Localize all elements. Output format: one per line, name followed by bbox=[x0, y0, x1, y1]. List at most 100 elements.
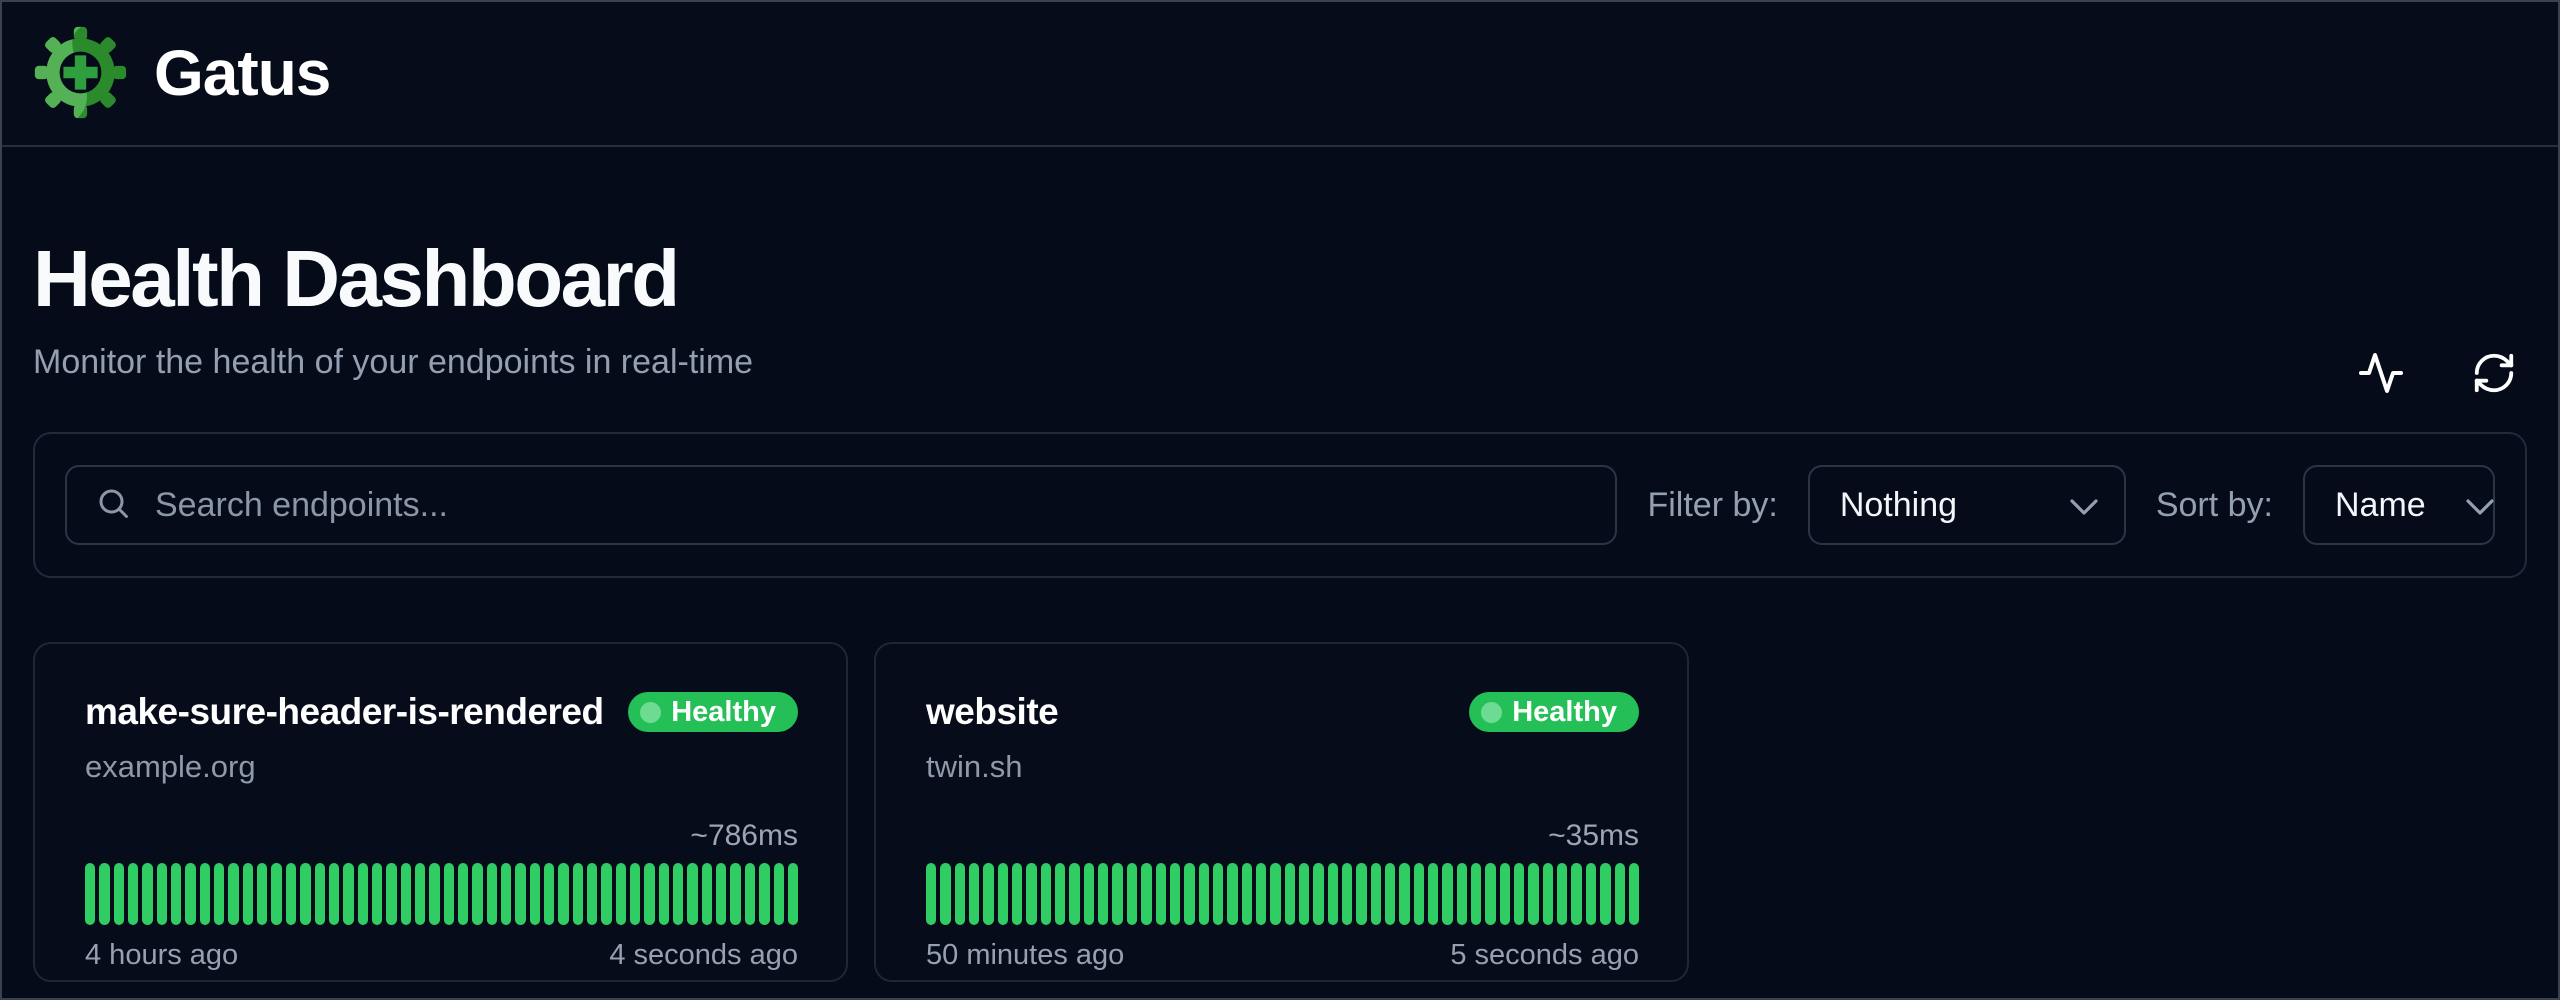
health-bar[interactable] bbox=[1184, 862, 1195, 925]
health-bar[interactable] bbox=[199, 862, 211, 925]
health-bar[interactable] bbox=[701, 862, 713, 925]
health-bar[interactable] bbox=[1571, 862, 1582, 925]
health-bar[interactable] bbox=[716, 862, 727, 925]
health-bar[interactable] bbox=[759, 862, 770, 925]
health-bar[interactable] bbox=[185, 862, 196, 925]
health-bar[interactable] bbox=[744, 862, 756, 925]
health-bar[interactable] bbox=[1098, 862, 1109, 925]
health-bar[interactable] bbox=[1385, 862, 1396, 925]
health-bar[interactable] bbox=[386, 862, 397, 925]
health-bar[interactable] bbox=[983, 862, 994, 925]
health-bar[interactable] bbox=[587, 862, 598, 925]
health-bar[interactable] bbox=[1557, 862, 1568, 925]
health-bar[interactable] bbox=[773, 862, 784, 925]
health-bar[interactable] bbox=[1083, 862, 1095, 925]
health-bar[interactable] bbox=[371, 862, 383, 925]
health-bar[interactable] bbox=[1485, 862, 1496, 925]
gatus-gear-logo-icon[interactable] bbox=[33, 25, 128, 120]
health-bar[interactable] bbox=[486, 862, 497, 925]
refresh-icon[interactable] bbox=[2471, 350, 2517, 396]
health-bar[interactable] bbox=[214, 862, 225, 925]
health-bar[interactable] bbox=[1169, 862, 1181, 925]
health-bar[interactable] bbox=[673, 862, 684, 925]
health-bar[interactable] bbox=[572, 862, 584, 925]
health-bar[interactable] bbox=[529, 862, 540, 925]
health-bar[interactable] bbox=[940, 862, 951, 925]
health-bar[interactable] bbox=[787, 862, 799, 925]
health-bar[interactable] bbox=[443, 862, 454, 925]
health-bar[interactable] bbox=[1055, 862, 1066, 925]
health-bar[interactable] bbox=[630, 862, 641, 925]
health-bar[interactable] bbox=[730, 862, 741, 925]
health-bar[interactable] bbox=[1442, 862, 1453, 925]
filter-dropdown[interactable]: Nothing bbox=[1807, 465, 2126, 545]
health-bar[interactable] bbox=[1370, 862, 1381, 925]
health-bar[interactable] bbox=[285, 862, 297, 925]
health-bar[interactable] bbox=[1542, 862, 1554, 925]
health-bar[interactable] bbox=[1112, 862, 1123, 925]
health-bar[interactable] bbox=[1040, 862, 1052, 925]
health-bar[interactable] bbox=[472, 862, 483, 925]
health-bar[interactable] bbox=[926, 862, 937, 925]
health-bar[interactable] bbox=[1298, 862, 1310, 925]
health-bar[interactable] bbox=[1471, 862, 1482, 925]
health-bar[interactable] bbox=[85, 862, 96, 925]
health-bar[interactable] bbox=[1026, 862, 1037, 925]
health-bar[interactable] bbox=[1126, 862, 1138, 925]
health-bar[interactable] bbox=[228, 862, 239, 925]
health-bar[interactable] bbox=[357, 862, 368, 925]
health-bar[interactable] bbox=[544, 862, 555, 925]
health-bar[interactable] bbox=[1628, 862, 1640, 925]
health-bar[interactable] bbox=[1600, 862, 1611, 925]
health-bar[interactable] bbox=[1212, 862, 1224, 925]
endpoint-card[interactable]: website twin.sh Healthy ~35ms 50 minutes… bbox=[874, 642, 1689, 982]
health-bar[interactable] bbox=[429, 862, 440, 925]
health-bar[interactable] bbox=[1514, 862, 1525, 925]
health-bar[interactable] bbox=[644, 862, 655, 925]
health-bar[interactable] bbox=[400, 862, 411, 925]
health-bar[interactable] bbox=[1528, 862, 1539, 925]
sort-dropdown[interactable]: Name bbox=[2303, 465, 2495, 545]
health-bar[interactable] bbox=[1227, 862, 1238, 925]
health-bar[interactable] bbox=[271, 862, 282, 925]
health-bar[interactable] bbox=[997, 862, 1009, 925]
health-bar[interactable] bbox=[314, 862, 325, 925]
health-bar[interactable] bbox=[1356, 862, 1367, 925]
health-bar[interactable] bbox=[1413, 862, 1425, 925]
health-bar[interactable] bbox=[1456, 862, 1468, 925]
health-bar[interactable] bbox=[156, 862, 168, 925]
health-bar[interactable] bbox=[300, 862, 311, 925]
activity-pulse-icon[interactable] bbox=[2357, 349, 2405, 397]
health-bar[interactable] bbox=[1284, 862, 1295, 925]
health-bar[interactable] bbox=[1585, 862, 1597, 925]
health-bar[interactable] bbox=[1255, 862, 1267, 925]
health-bar[interactable] bbox=[128, 862, 139, 925]
health-bar[interactable] bbox=[500, 862, 512, 925]
endpoint-card[interactable]: make-sure-header-is-rendered example.org… bbox=[33, 642, 848, 982]
health-bar[interactable] bbox=[1313, 862, 1324, 925]
health-bar[interactable] bbox=[414, 862, 426, 925]
health-bar[interactable] bbox=[142, 862, 153, 925]
health-bar[interactable] bbox=[558, 862, 569, 925]
health-bar[interactable] bbox=[1270, 862, 1281, 925]
health-bar[interactable] bbox=[328, 862, 340, 925]
health-bar[interactable] bbox=[1241, 862, 1252, 925]
health-bar[interactable] bbox=[257, 862, 268, 925]
search-input[interactable] bbox=[153, 484, 1588, 526]
health-bar[interactable] bbox=[1012, 862, 1023, 925]
health-bar[interactable] bbox=[1198, 862, 1209, 925]
health-bar[interactable] bbox=[1399, 862, 1410, 925]
health-bar[interactable] bbox=[1614, 862, 1625, 925]
health-bar[interactable] bbox=[601, 862, 612, 925]
health-bar[interactable] bbox=[615, 862, 627, 925]
health-bar[interactable] bbox=[515, 862, 526, 925]
health-bar[interactable] bbox=[1141, 862, 1152, 925]
health-bar[interactable] bbox=[1327, 862, 1338, 925]
health-bar[interactable] bbox=[687, 862, 698, 925]
health-bar[interactable] bbox=[1428, 862, 1439, 925]
health-bar[interactable] bbox=[954, 862, 966, 925]
health-bar[interactable] bbox=[113, 862, 125, 925]
health-bar[interactable] bbox=[457, 862, 469, 925]
health-bar[interactable] bbox=[1499, 862, 1511, 925]
health-bar[interactable] bbox=[1069, 862, 1080, 925]
